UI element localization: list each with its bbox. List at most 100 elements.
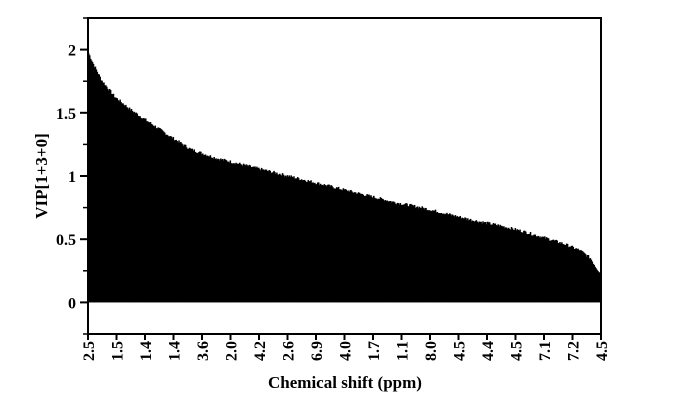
- bar: [262, 169, 265, 303]
- bar: [566, 243, 569, 303]
- bar: [219, 160, 221, 303]
- bar: [383, 201, 385, 303]
- bar: [482, 221, 484, 303]
- bar: [124, 106, 126, 303]
- bar: [311, 183, 313, 303]
- bar: [278, 174, 280, 303]
- bar: [480, 221, 482, 303]
- bar: [114, 97, 117, 303]
- bar: [180, 141, 182, 303]
- bar: [322, 185, 325, 303]
- bar: [471, 220, 474, 303]
- bar: [463, 218, 465, 303]
- bar: [132, 112, 135, 303]
- bar: [583, 253, 586, 303]
- bar: [172, 136, 175, 303]
- bar: [300, 179, 303, 303]
- bar: [404, 203, 406, 303]
- bar: [430, 210, 433, 303]
- bar: [333, 188, 335, 303]
- bar: [202, 155, 205, 303]
- bar: [447, 214, 449, 303]
- bar: [231, 163, 233, 303]
- bar: [116, 98, 119, 303]
- bar: [121, 103, 123, 303]
- bar: [93, 67, 96, 303]
- bar: [532, 235, 535, 303]
- bar: [393, 202, 396, 303]
- bar: [335, 187, 338, 303]
- bar: [500, 225, 502, 303]
- bar: [535, 236, 537, 303]
- bar: [518, 230, 520, 303]
- bar: [387, 201, 389, 303]
- bar: [187, 148, 190, 303]
- bar: [478, 221, 480, 303]
- bar: [352, 192, 354, 303]
- bar: [486, 224, 488, 303]
- bar: [419, 207, 422, 303]
- bar: [273, 170, 275, 303]
- bar: [357, 192, 360, 303]
- bar: [420, 208, 423, 303]
- bar: [472, 221, 475, 303]
- bar: [221, 159, 224, 303]
- x-tick-label: 1.1: [395, 341, 412, 361]
- bar: [595, 268, 597, 303]
- bar: [164, 132, 166, 303]
- y-axis-title: VIP[1+3+0]: [32, 133, 51, 218]
- bar: [246, 165, 249, 303]
- bar: [524, 230, 526, 303]
- bar: [493, 223, 496, 303]
- bar: [280, 175, 283, 303]
- bar: [335, 188, 337, 303]
- bar: [220, 158, 222, 303]
- bar: [208, 156, 211, 303]
- bar: [572, 246, 575, 303]
- x-tick-label: 4.4: [480, 341, 497, 361]
- bar: [241, 165, 244, 303]
- bar: [557, 242, 559, 303]
- bar: [143, 118, 145, 303]
- bar: [354, 192, 356, 303]
- bar: [577, 248, 579, 303]
- bar: [239, 162, 241, 303]
- bar: [562, 244, 564, 303]
- bar: [468, 219, 471, 303]
- bar: [392, 201, 395, 303]
- bar: [481, 223, 483, 303]
- bar: [578, 249, 580, 303]
- bar: [468, 220, 470, 303]
- bar: [197, 153, 199, 303]
- bar: [267, 171, 270, 303]
- bar: [573, 248, 575, 303]
- bar: [328, 184, 330, 303]
- bar: [565, 243, 568, 303]
- bar: [182, 144, 184, 303]
- bar: [589, 258, 592, 303]
- bar: [112, 93, 115, 303]
- bar: [353, 192, 355, 303]
- bar: [147, 121, 150, 303]
- bar: [171, 138, 174, 303]
- x-tick-label: 4.5: [452, 341, 469, 361]
- bar: [492, 223, 495, 303]
- bar: [359, 193, 362, 303]
- bar: [217, 158, 219, 303]
- bar: [289, 177, 291, 303]
- bar: [418, 206, 421, 303]
- bar: [338, 189, 341, 303]
- bar: [301, 180, 304, 303]
- bar: [549, 240, 552, 303]
- bar: [205, 156, 208, 303]
- bar: [501, 225, 503, 303]
- y-axis: 0 0.5 1 1.5 2: [56, 17, 88, 335]
- bar: [142, 118, 144, 303]
- bar: [410, 203, 412, 303]
- bar: [184, 144, 187, 303]
- bar: [428, 210, 430, 303]
- bar: [109, 90, 112, 303]
- bar: [580, 249, 582, 303]
- bar: [497, 224, 499, 303]
- bar: [336, 187, 339, 303]
